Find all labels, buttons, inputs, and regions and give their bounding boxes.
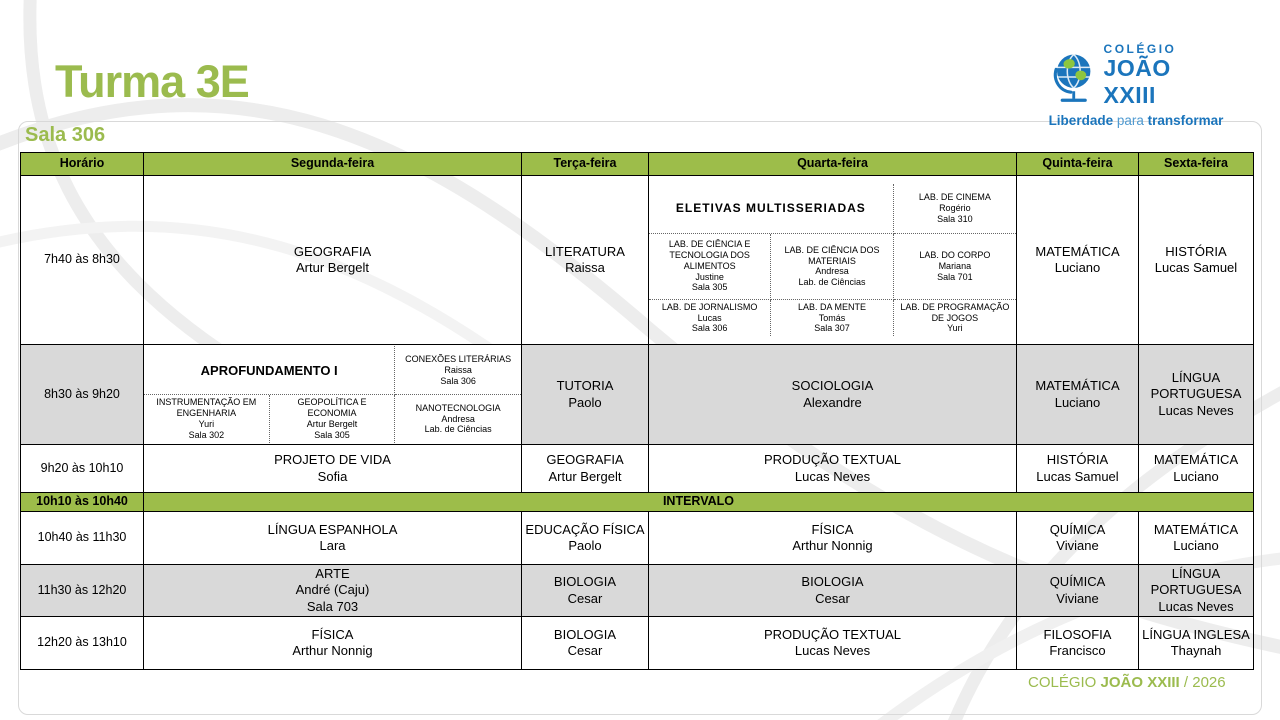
class-cell-wed: PRODUÇÃO TEXTUAL Lucas Neves xyxy=(648,444,1017,493)
page-title: Turma 3E xyxy=(55,56,250,107)
class-cell-thu: QUÍMICA Viviane xyxy=(1016,511,1139,565)
class-cell-mon: LÍNGUA ESPANHOLA Lara xyxy=(143,511,522,565)
elective-jogos: LAB. DE PROGRAMAÇÃO DE JOGOS Yuri xyxy=(900,301,1010,334)
class-cell-fri: LÍNGUA INGLESA Thaynah xyxy=(1138,616,1254,670)
time-cell: 10h40 às 11h30 xyxy=(20,511,144,565)
aprofundamento-title-cell: APROFUNDAMENTO I xyxy=(144,346,396,396)
logo-text-joao-xxiii: JOÃO XXIII xyxy=(1103,55,1171,108)
elective-corpo: LAB. DO CORPO Mariana Sala 701 xyxy=(893,234,1016,300)
class-cell-mon: GEOGRAFIA Artur Bergelt xyxy=(143,175,522,345)
school-logo: COLÉGIO JOÃO XXIII Liberdade para transf… xyxy=(1048,42,1224,128)
class-cell-fri: MATEMÁTICA Luciano xyxy=(1138,444,1254,493)
time-cell: 8h30 às 9h20 xyxy=(20,344,144,445)
aprofundamento-cell-mon: APROFUNDAMENTO I CONEXÕES LITERÁRIAS Rai… xyxy=(143,344,522,445)
elective-materiais: LAB. DE CIÊNCIA DOS MATERIAIS Andresa La… xyxy=(771,233,894,300)
schedule-table: Horário Segunda-feira Terça-feira Quarta… xyxy=(20,152,1254,670)
elective-conexoes: CONEXÕES LITERÁRIAS Raissa Sala 306 xyxy=(395,346,521,396)
row-1130: 11h30 às 12h20 ARTE André (Caju) Sala 70… xyxy=(20,564,1254,617)
logo-text-colegio: COLÉGIO xyxy=(1103,42,1177,56)
elective-jornalismo: LAB. DE JORNALISMO Lucas Sala 306 xyxy=(650,299,772,337)
header-quinta: Quinta-feira xyxy=(1016,152,1139,176)
intervalo-cell: INTERVALO xyxy=(143,492,1254,512)
class-cell-wed: BIOLOGIA Cesar xyxy=(648,564,1017,617)
elective-alimentos: LAB. DE CIÊNCIA E TECNOLOGIA DOS ALIMENT… xyxy=(649,233,772,300)
row-0920: 9h20 às 10h10 PROJETO DE VIDA Sofia GEOG… xyxy=(20,444,1254,493)
row-1220: 12h20 às 13h10 FÍSICA Arthur Nonnig BIOL… xyxy=(20,616,1254,670)
header-sexta: Sexta-feira xyxy=(1138,152,1254,176)
eletivas-title-cell: ELETIVAS MULTISSERIADAS xyxy=(649,183,894,234)
class-cell-fri: LÍNGUA PORTUGUESA Lucas Neves xyxy=(1138,564,1254,617)
header-terca: Terça-feira xyxy=(521,152,649,176)
globe-icon xyxy=(1053,53,1091,102)
class-cell-tue: GEOGRAFIA Artur Bergelt xyxy=(521,444,649,493)
time-cell: 11h30 às 12h20 xyxy=(20,564,144,617)
class-cell-tue: EDUCAÇÃO FÍSICA Paolo xyxy=(521,511,649,565)
class-cell-mon: PROJETO DE VIDA Sofia xyxy=(143,444,522,493)
content-outline-box xyxy=(18,121,1262,715)
header-horario: Horário xyxy=(20,152,144,176)
class-cell-tue: BIOLOGIA Cesar xyxy=(521,564,649,617)
elective-cinema: LAB. DE CINEMA Rogério Sala 310 xyxy=(893,184,1016,234)
row-intervalo: 10h10 às 10h40 INTERVALO xyxy=(20,492,1254,512)
class-cell-tue: BIOLOGIA Cesar xyxy=(521,616,649,670)
footer-branding: COLÉGIO JOÃO XXIII / 2026 xyxy=(1028,674,1226,691)
time-cell: 7h40 às 8h30 xyxy=(20,175,144,345)
elective-instrumentacao: INSTRUMENTAÇÃO EM ENGENHARIA Yuri Sala 3… xyxy=(145,395,270,443)
time-cell: 12h20 às 13h10 xyxy=(20,616,144,670)
room-label: Sala 306 xyxy=(25,124,106,146)
class-cell-fri: MATEMÁTICA Luciano xyxy=(1138,511,1254,565)
elective-nanotecnologia: NANOTECNOLOGIA Andresa Lab. de Ciências xyxy=(415,402,501,435)
class-cell-mon: ARTE André (Caju) Sala 703 xyxy=(143,564,522,617)
class-cell-thu: QUÍMICA Viviane xyxy=(1016,564,1139,617)
class-cell-thu: HISTÓRIA Lucas Samuel xyxy=(1016,444,1139,493)
class-cell-fri: LÍNGUA PORTUGUESA Lucas Neves xyxy=(1138,344,1254,445)
header-segunda: Segunda-feira xyxy=(143,152,522,176)
row-1040: 10h40 às 11h30 LÍNGUA ESPANHOLA Lara EDU… xyxy=(20,511,1254,565)
row-0830: 8h30 às 9h20 APROFUNDAMENTO I CONEXÕES L… xyxy=(20,344,1254,445)
logo-tagline: Liberdade para transformar xyxy=(1048,113,1224,128)
class-cell-tue: TUTORIA Paolo xyxy=(521,344,649,445)
time-cell: 10h10 às 10h40 xyxy=(20,492,144,512)
class-cell-thu: FILOSOFIA Francisco xyxy=(1016,616,1139,670)
time-cell: 9h20 às 10h10 xyxy=(20,444,144,493)
class-cell-fri: HISTÓRIA Lucas Samuel xyxy=(1138,175,1254,345)
class-cell-wed: SOCIOLOGIA Alexandre xyxy=(648,344,1017,445)
class-cell-tue: LITERATURA Raissa xyxy=(521,175,649,345)
elective-mente: LAB. DA MENTE Tomás Sala 307 xyxy=(771,299,894,337)
header-row: Horário Segunda-feira Terça-feira Quarta… xyxy=(20,152,1254,176)
class-cell-wed: FÍSICA Arthur Nonnig xyxy=(648,511,1017,565)
elective-geopolitica: GEOPOLÍTICA E ECONOMIA Artur Bergelt Sal… xyxy=(270,395,396,443)
class-cell-thu: MATEMÁTICA Luciano xyxy=(1016,175,1139,345)
electives-cell-wed: ELETIVAS MULTISSERIADAS LAB. DE CINEMA R… xyxy=(648,175,1017,345)
class-cell-wed: PRODUÇÃO TEXTUAL Lucas Neves xyxy=(648,616,1017,670)
class-cell-mon: FÍSICA Arthur Nonnig xyxy=(143,616,522,670)
header-quarta: Quarta-feira xyxy=(648,152,1017,176)
row-0740: 7h40 às 8h30 GEOGRAFIA Artur Bergelt LIT… xyxy=(20,175,1254,345)
class-cell-thu: MATEMÁTICA Luciano xyxy=(1016,344,1139,445)
